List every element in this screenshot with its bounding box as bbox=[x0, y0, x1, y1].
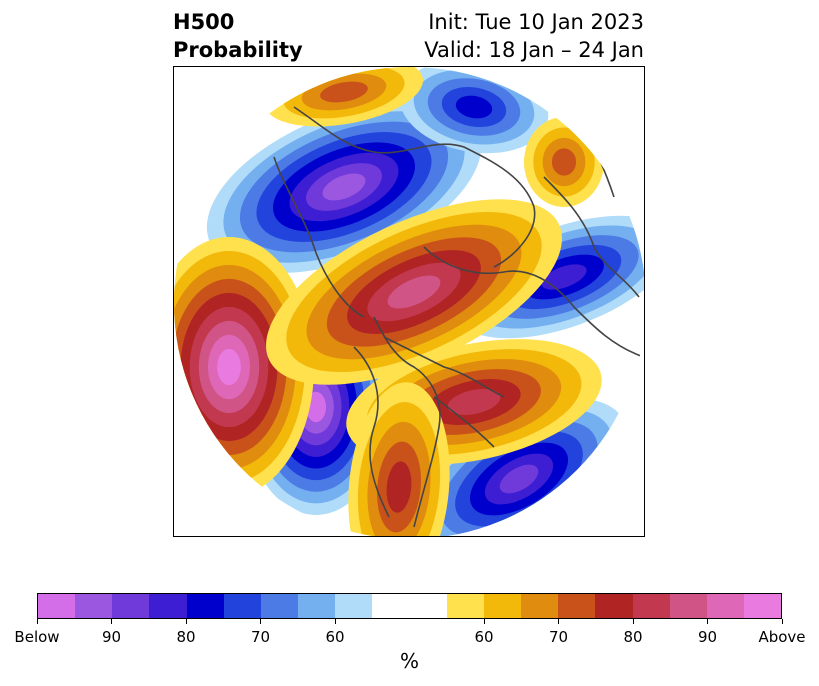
colorbar-swatch bbox=[558, 594, 596, 618]
anomaly-region bbox=[410, 398, 628, 536]
probability-map bbox=[173, 66, 645, 537]
map-svg bbox=[174, 67, 644, 536]
colorbar-tick bbox=[632, 619, 634, 624]
contour-band bbox=[541, 264, 587, 290]
colorbar-swatch bbox=[223, 594, 261, 618]
colorbar-swatch bbox=[149, 594, 187, 618]
colorbar-swatch bbox=[743, 594, 782, 618]
colorbar-swatch bbox=[669, 594, 707, 618]
coastline bbox=[273, 156, 365, 318]
coastline bbox=[373, 316, 441, 528]
colorbar-swatch bbox=[409, 594, 447, 618]
coastline bbox=[423, 246, 644, 358]
colorbar-tick-label: 60 bbox=[325, 628, 345, 646]
colorbar bbox=[37, 593, 782, 619]
colorbar-tick bbox=[483, 619, 485, 624]
anomaly-region bbox=[524, 117, 604, 207]
colorbar-swatch bbox=[38, 594, 76, 618]
colorbar-tick bbox=[558, 619, 559, 624]
colorbar-tick-label: 70 bbox=[548, 628, 569, 646]
colorbar-tick bbox=[185, 619, 187, 624]
colorbar-swatch bbox=[521, 594, 559, 618]
contour-band bbox=[447, 389, 501, 415]
colorbar-label: % bbox=[399, 649, 419, 673]
colorbar-tick-label: 80 bbox=[623, 628, 643, 646]
colorbar-tick-label: Above bbox=[758, 628, 806, 646]
colorbar-swatch bbox=[186, 594, 224, 618]
map-title: H500 Probability bbox=[173, 8, 303, 64]
title-metric: Probability bbox=[173, 38, 303, 62]
contour-band bbox=[217, 348, 241, 386]
colorbar-swatch bbox=[483, 594, 522, 618]
colorbar-swatch bbox=[446, 594, 484, 618]
title-variable: H500 bbox=[173, 10, 235, 34]
contour-band bbox=[386, 461, 412, 513]
colorbar-swatch bbox=[112, 594, 150, 618]
coastline bbox=[433, 396, 495, 448]
anomaly-region bbox=[266, 199, 562, 385]
coastline bbox=[383, 336, 505, 398]
contour-band bbox=[320, 81, 368, 103]
coastline bbox=[543, 176, 640, 298]
contour-band bbox=[551, 148, 577, 176]
colorbar-tick-label: Below bbox=[14, 628, 60, 646]
colorbar-swatch bbox=[75, 594, 113, 618]
colorbar-tick bbox=[111, 619, 112, 624]
colorbar-tick bbox=[781, 619, 783, 624]
contour-band bbox=[499, 464, 539, 494]
contour-band bbox=[455, 95, 493, 119]
anomaly-region bbox=[348, 382, 450, 536]
colorbar-tick bbox=[707, 619, 708, 624]
coastline bbox=[293, 106, 536, 268]
colorbar-tick bbox=[334, 619, 336, 624]
init-time: Init: Tue 10 Jan 2023 bbox=[428, 10, 644, 34]
contour-band bbox=[387, 275, 441, 309]
colorbar-tick bbox=[36, 619, 38, 624]
probability-fields bbox=[174, 67, 644, 536]
contour-band bbox=[322, 173, 366, 201]
colorbar-tick-labels: Below 90 80 70 60 60 70 80 90 Above bbox=[0, 628, 819, 648]
map-time-info: Init: Tue 10 Jan 2023 Valid: 18 Jan – 24… bbox=[424, 8, 644, 64]
colorbar-swatch bbox=[372, 594, 410, 618]
colorbar-tick-label: 60 bbox=[474, 628, 494, 646]
colorbar-tick-label: 90 bbox=[101, 628, 122, 646]
colorbar-swatch bbox=[298, 594, 336, 618]
colorbar-tick-label: 90 bbox=[697, 628, 718, 646]
colorbar-swatch bbox=[260, 594, 299, 618]
colorbar-swatch bbox=[632, 594, 670, 618]
colorbar-tick bbox=[260, 619, 261, 624]
valid-time: Valid: 18 Jan – 24 Jan bbox=[424, 38, 644, 62]
colorbar-tick-label: 80 bbox=[176, 628, 196, 646]
coastline bbox=[353, 346, 390, 518]
colorbar-tick-label: 70 bbox=[250, 628, 271, 646]
colorbar-swatch bbox=[706, 594, 744, 618]
colorbar-swatch bbox=[335, 594, 373, 618]
colorbar-swatch bbox=[595, 594, 633, 618]
